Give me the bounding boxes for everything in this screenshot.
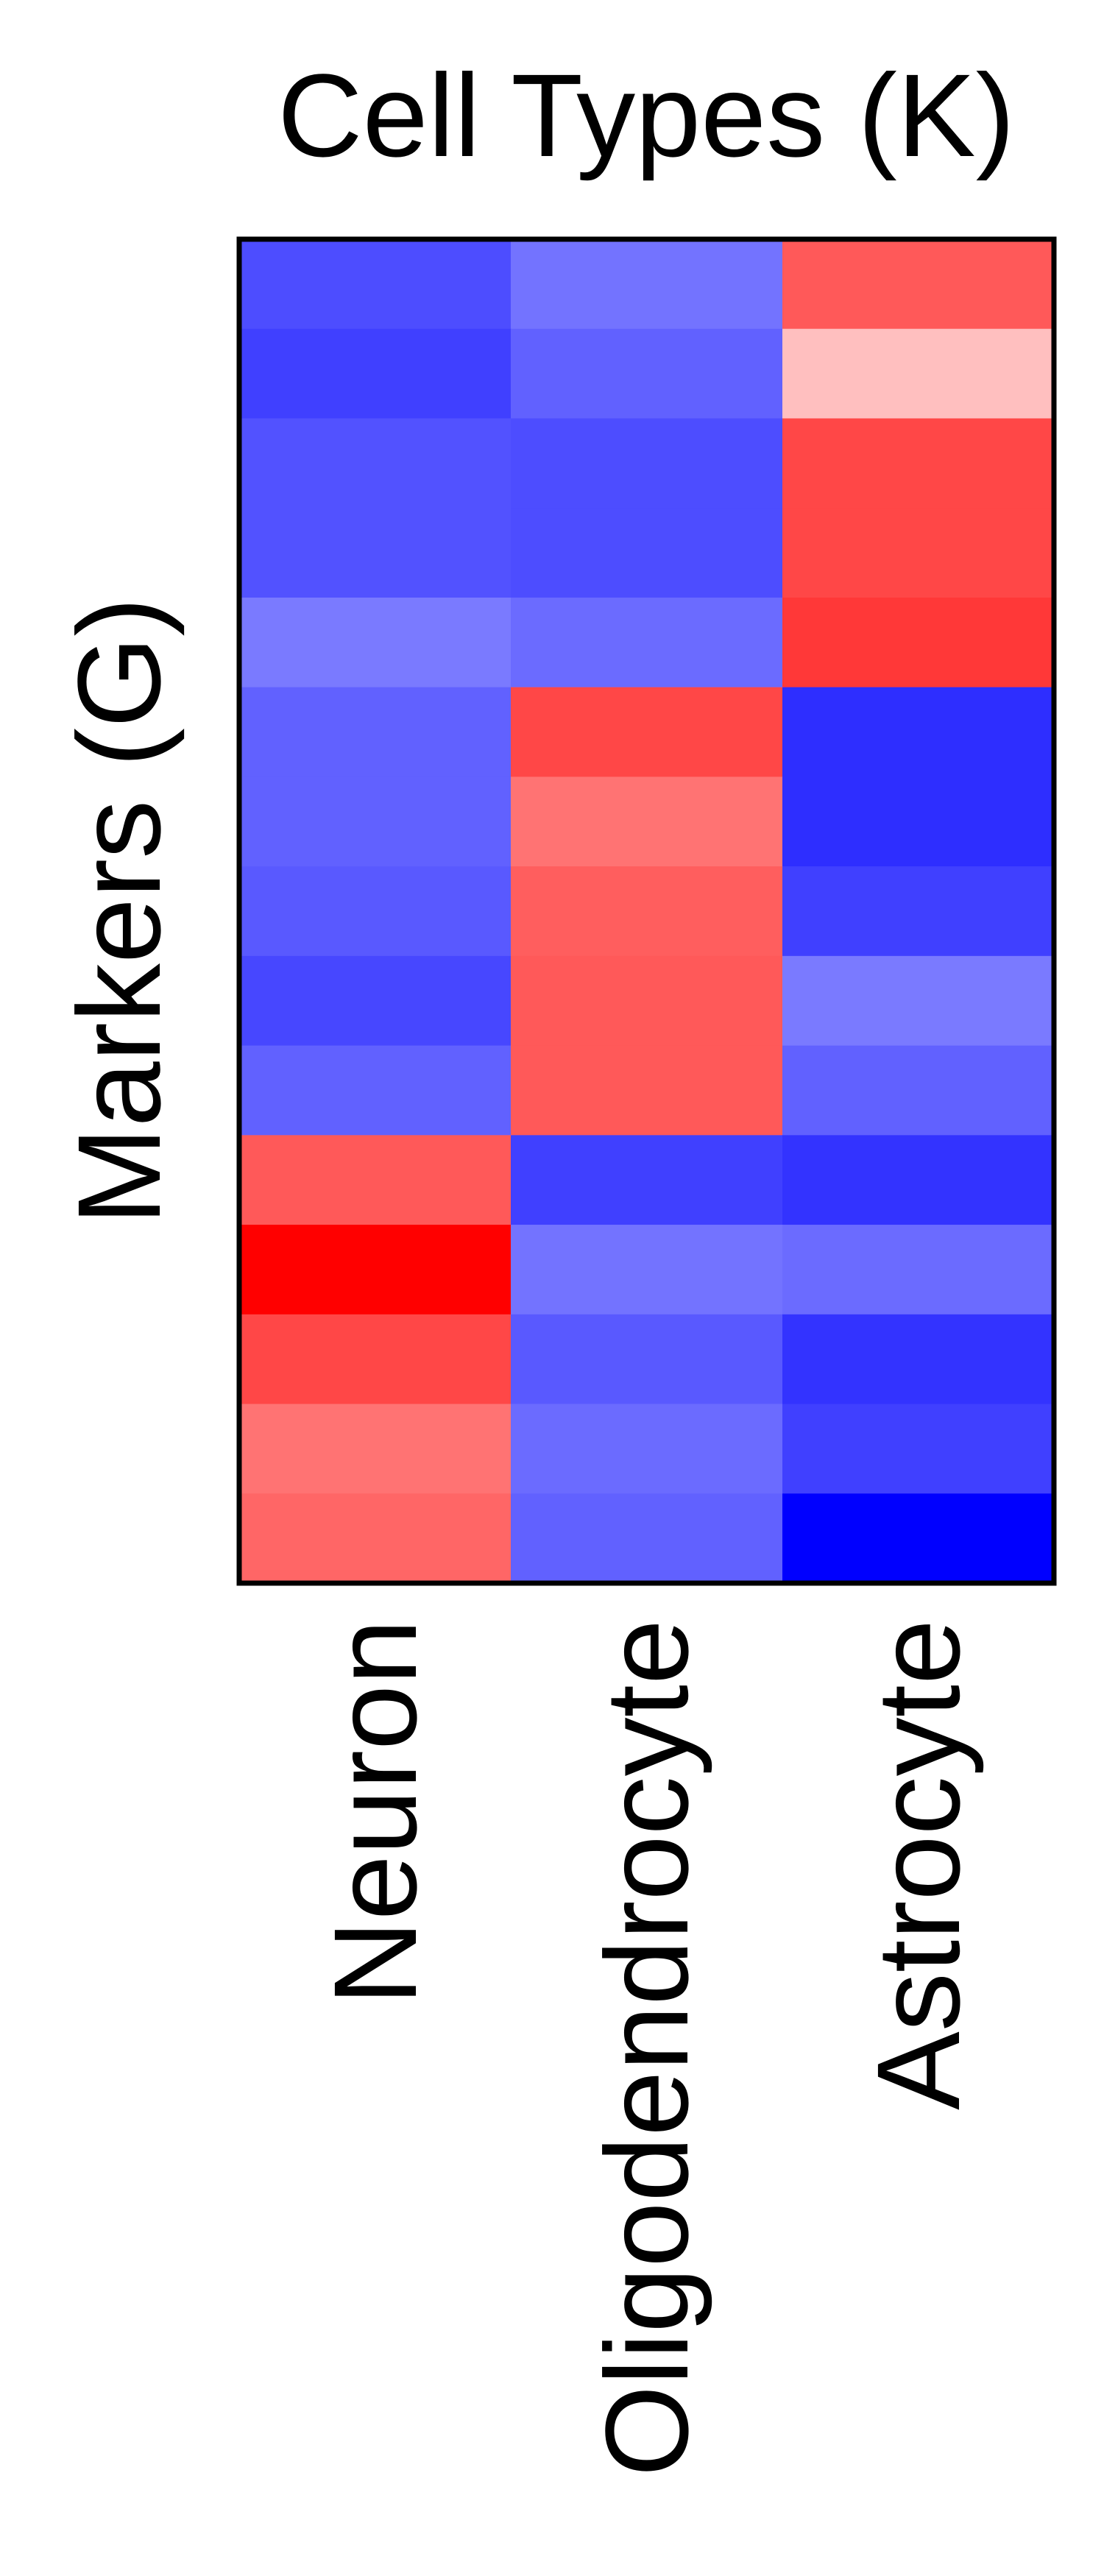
heatmap-cell (782, 1404, 1055, 1495)
heatmap-cell (511, 866, 783, 957)
x-tick-label: Astrocyte (852, 1619, 984, 2110)
heatmap-cell (782, 418, 1055, 509)
heatmap-cell (511, 418, 783, 509)
heatmap-cell (239, 776, 512, 867)
heatmap-cell (782, 508, 1055, 598)
x-tick-label: Neuron (309, 1619, 441, 2006)
heatmap-cell (782, 1225, 1055, 1315)
heatmap-cell (782, 597, 1055, 688)
heatmap-cells (239, 239, 1055, 1584)
heatmap-cell (511, 508, 783, 598)
heatmap-cell (239, 955, 512, 1047)
heatmap-cell (239, 418, 512, 509)
heatmap-cell (239, 1225, 512, 1315)
heatmap-cell (782, 328, 1055, 420)
heatmap-cell (511, 1404, 783, 1495)
heatmap-cell (511, 1225, 783, 1315)
heatmap-cell (511, 1045, 783, 1136)
heatmap-cell (782, 776, 1055, 867)
heatmap-cell (239, 866, 512, 957)
heatmap-cell (511, 776, 783, 867)
heatmap-cell (782, 955, 1055, 1047)
heatmap-cell (239, 508, 512, 598)
heatmap-cell (511, 1314, 783, 1405)
heatmap-cell (239, 239, 512, 330)
x-tick-label: Oligodendrocyte (581, 1619, 712, 2477)
heatmap-cell (511, 597, 783, 688)
x-tick-labels: Neuron Oligodendrocyte Astrocyte (309, 1619, 984, 2477)
heatmap-cell (239, 1314, 512, 1405)
heatmap-cell (782, 1135, 1055, 1225)
heatmap-cell (511, 1135, 783, 1225)
heatmap-cell (239, 1135, 512, 1225)
heatmap-cell (511, 687, 783, 778)
heatmap-cell (782, 866, 1055, 957)
y-axis-label: Markers (G) (53, 597, 185, 1225)
heatmap-cell (239, 1045, 512, 1136)
heatmap-cell (239, 1404, 512, 1495)
heatmap-cell (511, 328, 783, 420)
heatmap-cell (239, 597, 512, 688)
heatmap-cell (511, 239, 783, 330)
heatmap-cell (782, 239, 1055, 330)
heatmap-cell (782, 1314, 1055, 1405)
heatmap-cell (782, 1493, 1055, 1584)
chart-title: Cell Types (K) (277, 49, 1015, 181)
heatmap-cell (239, 1493, 512, 1584)
heatmap-cell (239, 687, 512, 778)
heatmap-cell (782, 1045, 1055, 1136)
heatmap-cell (511, 1493, 783, 1584)
heatmap-cell (511, 955, 783, 1047)
plot-frame (236, 236, 1057, 1586)
heatmap-cell (782, 687, 1055, 778)
heatmap-cell (239, 328, 512, 420)
